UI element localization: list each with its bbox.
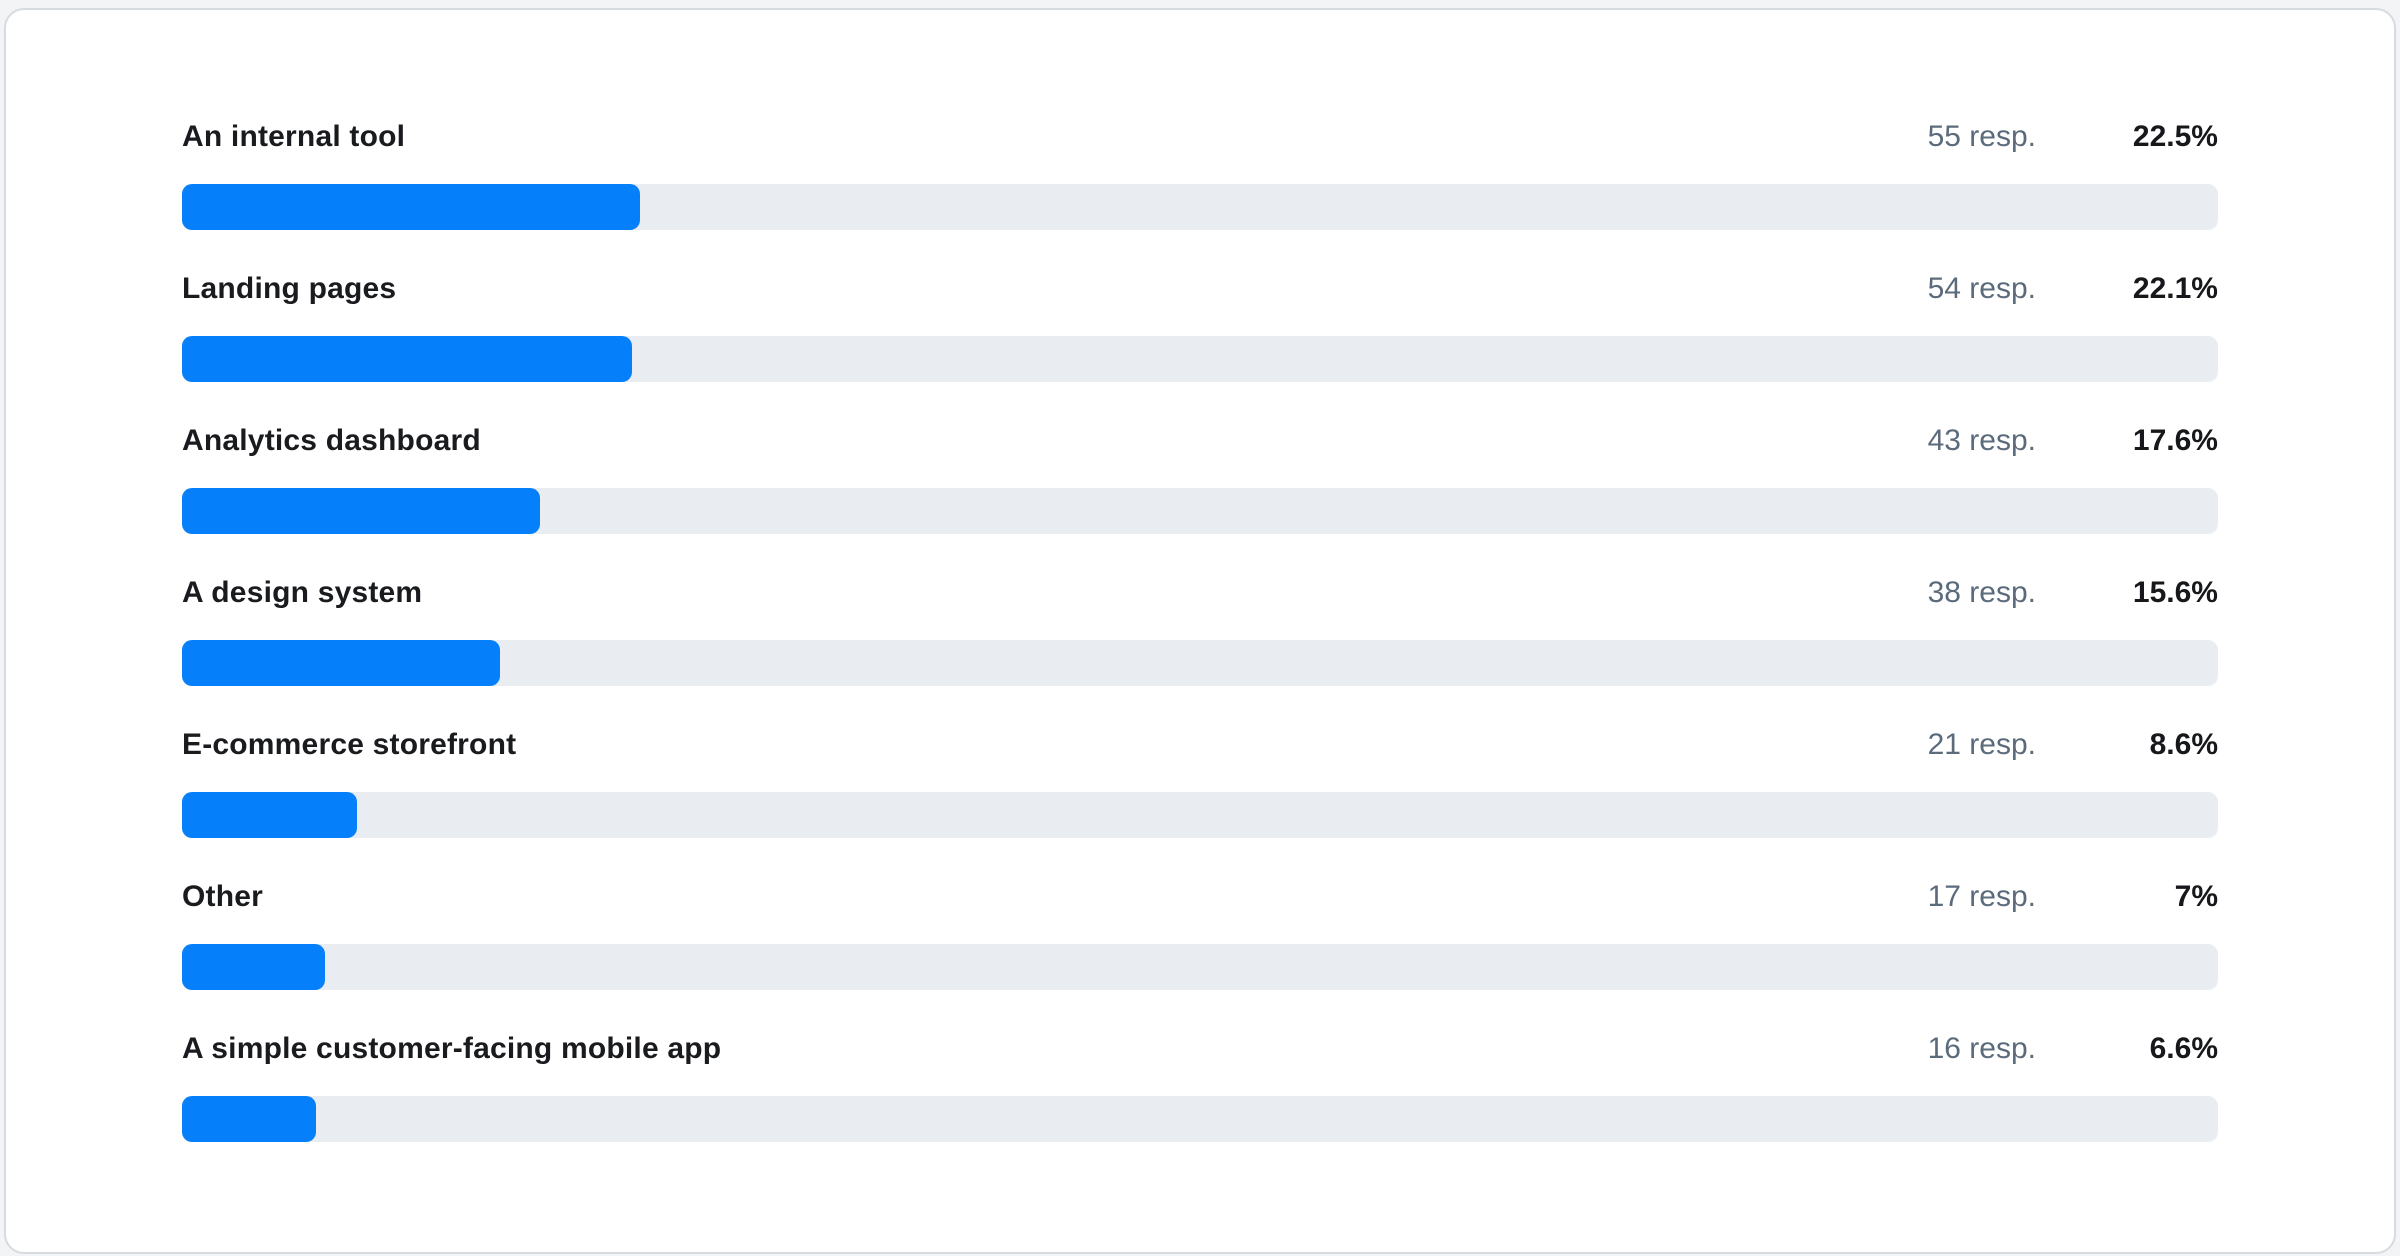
answer-stats: 43 resp. 17.6%	[1928, 422, 2218, 460]
response-count: 43 resp.	[1927, 424, 2036, 457]
response-count: 17 resp.	[1927, 880, 2036, 913]
percentage-value: 8.6%	[2149, 728, 2218, 761]
response-count: 21 resp.	[1927, 728, 2036, 761]
bar-track	[182, 640, 2218, 686]
survey-answer-row: A design system 38 resp. 15.6%	[182, 574, 2218, 686]
bar-fill	[182, 336, 632, 382]
survey-answer-row: An internal tool 55 resp. 22.5%	[182, 118, 2218, 230]
bar-fill	[182, 184, 641, 230]
answer-row-header: Other 17 resp. 7%	[182, 878, 2218, 916]
answer-stats: 54 resp. 22.1%	[1928, 270, 2218, 308]
bar-track	[182, 184, 2218, 230]
percentage-value: 17.6%	[2132, 424, 2218, 457]
answer-label: Other	[182, 880, 264, 913]
response-count: 38 resp.	[1927, 576, 2036, 609]
bar-fill	[182, 640, 500, 686]
answer-label: E-commerce storefront	[182, 728, 517, 761]
answer-label: A design system	[182, 576, 423, 609]
survey-answer-row: Analytics dashboard 43 resp. 17.6%	[182, 422, 2218, 534]
survey-answer-row: Landing pages 54 resp. 22.1%	[182, 270, 2218, 382]
bar-fill	[182, 792, 358, 838]
response-count: 55 resp.	[1927, 120, 2036, 153]
answer-stats: 21 resp. 8.6%	[1928, 726, 2218, 764]
answer-label: Landing pages	[182, 272, 397, 305]
answer-row-header: A simple customer-facing mobile app 16 r…	[182, 1030, 2218, 1068]
percentage-value: 6.6%	[2149, 1032, 2218, 1065]
response-count: 54 resp.	[1927, 272, 2036, 305]
bar-track	[182, 488, 2218, 534]
answer-row-header: Analytics dashboard 43 resp. 17.6%	[182, 422, 2218, 460]
answer-stats: 55 resp. 22.5%	[1928, 118, 2218, 156]
answer-stats: 16 resp. 6.6%	[1928, 1030, 2218, 1068]
answer-row-header: A design system 38 resp. 15.6%	[182, 574, 2218, 612]
answer-stats: 17 resp. 7%	[1928, 878, 2218, 916]
answer-label: Analytics dashboard	[182, 424, 481, 457]
bar-fill	[182, 1096, 317, 1142]
survey-answer-row: E-commerce storefront 21 resp. 8.6%	[182, 726, 2218, 838]
bar-track	[182, 336, 2218, 382]
answer-row-header: An internal tool 55 resp. 22.5%	[182, 118, 2218, 156]
answer-row-header: E-commerce storefront 21 resp. 8.6%	[182, 726, 2218, 764]
percentage-value: 22.1%	[2132, 272, 2218, 305]
survey-results-card: An internal tool 55 resp. 22.5% Landing …	[4, 8, 2396, 1254]
survey-answer-row: Other 17 resp. 7%	[182, 878, 2218, 990]
answer-stats: 38 resp. 15.6%	[1928, 574, 2218, 612]
bar-track	[182, 1096, 2218, 1142]
survey-answer-row: A simple customer-facing mobile app 16 r…	[182, 1030, 2218, 1142]
percentage-value: 15.6%	[2132, 576, 2218, 609]
response-count: 16 resp.	[1927, 1032, 2036, 1065]
bar-fill	[182, 944, 325, 990]
answer-label: An internal tool	[182, 120, 406, 153]
answer-label: A simple customer-facing mobile app	[182, 1032, 722, 1065]
bar-fill	[182, 488, 541, 534]
answer-row-header: Landing pages 54 resp. 22.1%	[182, 270, 2218, 308]
survey-results-list: An internal tool 55 resp. 22.5% Landing …	[6, 10, 2394, 1142]
bar-track	[182, 944, 2218, 990]
bar-track	[182, 792, 2218, 838]
percentage-value: 7%	[2174, 880, 2218, 913]
percentage-value: 22.5%	[2132, 120, 2218, 153]
